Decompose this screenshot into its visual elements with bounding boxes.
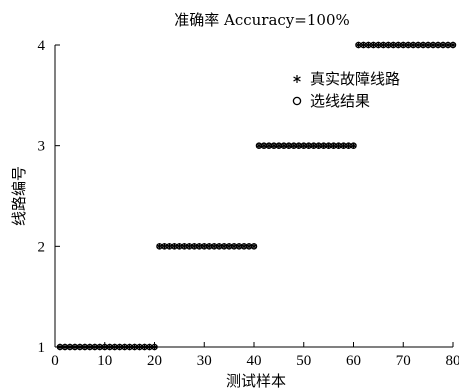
x-tick-label: 30 — [197, 353, 212, 369]
x-tick-label: 0 — [51, 353, 59, 369]
legend-asterisk-mark-stroke — [293, 76, 301, 82]
y-tick-label: 1 — [38, 340, 46, 356]
legend-asterisk-mark — [293, 75, 301, 83]
legend-circle-mark — [292, 96, 302, 106]
data-point-circle — [250, 243, 258, 250]
y-tick-label: 3 — [38, 139, 46, 155]
legend-label-series-1: 选线结果 — [310, 92, 370, 110]
y-ticks: 1 2 3 4 — [38, 38, 60, 356]
x-tick-label: 20 — [147, 353, 162, 369]
y-tick-label: 2 — [38, 239, 46, 255]
x-tick-label: 50 — [296, 353, 311, 369]
series-layer — [56, 41, 457, 351]
x-axis-label: 测试样本 — [226, 372, 286, 388]
axes — [54, 45, 453, 348]
legend-marker-asterisk — [293, 75, 301, 83]
legend-item-series-1: 选线结果 — [292, 92, 370, 110]
x-tick-label: 60 — [346, 353, 361, 369]
x-tick-label: 10 — [97, 353, 112, 369]
series-0 — [56, 41, 457, 351]
legend-marker-circle — [292, 96, 302, 106]
y-tick-label: 4 — [38, 38, 46, 54]
legend-label-series-0: 真实故障线路 — [310, 70, 400, 88]
series-1 — [56, 41, 457, 351]
legend-item-series-0: 真实故障线路 — [293, 70, 400, 88]
x-tick-label: 40 — [247, 353, 262, 369]
data-point-circle — [151, 343, 158, 351]
x-ticks: 0 10 20 30 40 50 60 70 80 — [51, 342, 459, 369]
x-tick-label: 70 — [396, 353, 411, 369]
data-point-circle — [449, 41, 457, 49]
legend: 真实故障线路 选线结果 — [292, 70, 400, 110]
y-axis-label: 线路编号 — [10, 166, 28, 226]
chart-title: 准确率 Accuracy=100% — [174, 11, 350, 29]
x-tick-label: 80 — [446, 353, 459, 369]
data-point-circle — [350, 142, 357, 149]
